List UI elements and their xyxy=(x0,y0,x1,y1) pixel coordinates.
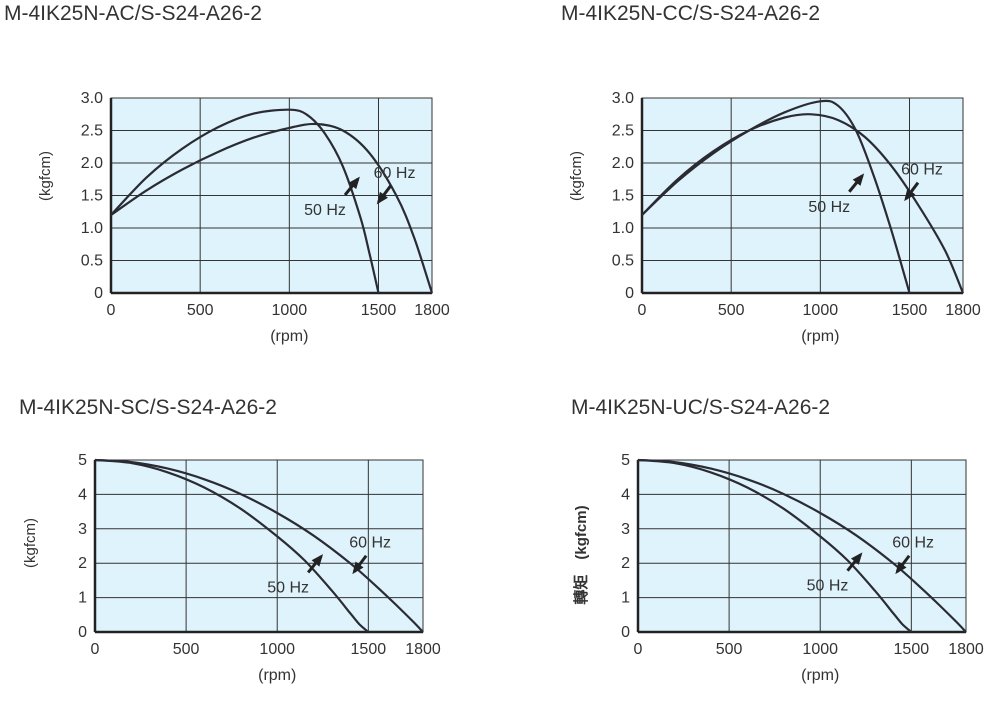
y-tick-label: 1.5 xyxy=(81,188,103,205)
y-tick-label: 4 xyxy=(621,486,630,503)
x-tick-label: 500 xyxy=(173,641,200,658)
y-tick-label: 0.5 xyxy=(81,253,103,270)
y-axis-label: (kgfcm) xyxy=(37,151,54,201)
series-line-60-hz xyxy=(637,458,967,633)
annotation-arrow-head xyxy=(352,561,364,575)
annotation-label: 60 Hz xyxy=(892,535,934,552)
y-tick-label: 0 xyxy=(78,624,87,641)
y-tick-label: 1 xyxy=(78,590,87,607)
y-tick-label: 4 xyxy=(78,486,87,503)
annotation-arrow-head xyxy=(311,554,324,567)
y-tick-label: 3.0 xyxy=(612,90,634,107)
y-tick-label: 5 xyxy=(621,452,630,469)
y-axis-label: (kgfcm) xyxy=(568,151,585,201)
annotation-label: 50 Hz xyxy=(807,578,849,595)
x-tick-label: 1800 xyxy=(948,641,984,658)
x-tick-label: 0 xyxy=(91,641,100,658)
series-line-60-hz xyxy=(641,113,965,294)
x-tick-label: 1800 xyxy=(405,641,441,658)
x-tick-label: 1500 xyxy=(351,641,387,658)
y-tick-label: 3 xyxy=(78,521,87,538)
y-tick-label: 5 xyxy=(78,452,87,469)
annotation-label: 50 Hz xyxy=(304,202,346,219)
x-tick-label: 1500 xyxy=(894,641,930,658)
torque-chart-sc: 0 500 1000 1500 1800 0 1 2 3 4 5 (rpm) (kgfcm) 60 Hz 5… xyxy=(22,452,441,684)
x-tick-label: 1000 xyxy=(272,302,308,319)
y-tick-label: 2.0 xyxy=(81,155,103,172)
x-tick-label: 0 xyxy=(638,302,647,319)
annotation-label: 60 Hz xyxy=(901,162,943,179)
x-tick-label: 1800 xyxy=(945,302,981,319)
x-tick-label: 0 xyxy=(107,302,116,319)
y-tick-label: 0 xyxy=(621,624,630,641)
y-axis-label: 轉矩 (kgfcm) xyxy=(572,505,590,604)
y-tick-label: 1.0 xyxy=(81,220,103,237)
y-axis-label: (kgfcm) xyxy=(22,518,39,568)
x-axis-label: (rpm) xyxy=(270,328,308,345)
x-tick-label: 500 xyxy=(187,302,214,319)
y-tick-label: 1.5 xyxy=(612,188,634,205)
series-line-50-hz xyxy=(94,458,370,633)
x-tick-label: 1500 xyxy=(361,302,397,319)
y-tick-label: 2.0 xyxy=(612,155,634,172)
y-tick-label: 2.5 xyxy=(612,123,634,140)
annotation-label: 50 Hz xyxy=(808,199,850,216)
annotation-label: 60 Hz xyxy=(374,165,416,182)
x-tick-label: 500 xyxy=(718,302,745,319)
x-tick-label: 1000 xyxy=(802,641,838,658)
y-tick-label: 2 xyxy=(78,555,87,572)
annotation-label: 50 Hz xyxy=(267,579,309,596)
annotation-arrow-head xyxy=(904,188,916,202)
y-tick-label: 0 xyxy=(94,285,103,302)
annotation-arrow-head xyxy=(850,552,863,565)
torque-chart-ac: 0 500 1000 1500 1800 0 0.5 1.0 1.5 2.0 2.5 3.0 (rpm)… xyxy=(37,90,450,345)
torque-chart-cc: 0 500 1000 1500 1800 0 0.5 1.0 1.5 2.0 2.5 3.0 (rpm)… xyxy=(568,90,981,345)
x-axis-label: (rpm) xyxy=(801,328,839,345)
chart-title: M-4IK25N-CC/S-S24-A26-2 xyxy=(561,2,821,25)
y-tick-label: 2 xyxy=(621,555,630,572)
x-tick-label: 1500 xyxy=(892,302,928,319)
annotation-arrow-head xyxy=(895,561,907,575)
x-axis-label: (rpm) xyxy=(258,667,296,684)
annotation-arrow-head xyxy=(348,176,360,190)
y-tick-label: 3.0 xyxy=(81,90,103,107)
x-axis-label: (rpm) xyxy=(801,667,839,684)
y-tick-label: 1.0 xyxy=(612,220,634,237)
x-tick-label: 500 xyxy=(716,641,743,658)
series-line-50-hz xyxy=(637,458,913,633)
chart-title: M-4IK25N-AC/S-S24-A26-2 xyxy=(4,2,262,25)
x-tick-label: 1000 xyxy=(259,641,295,658)
annotation-label: 60 Hz xyxy=(349,535,391,552)
x-tick-label: 1000 xyxy=(803,302,839,319)
series-line-50-hz xyxy=(110,108,380,294)
annotation-arrow-head xyxy=(376,191,388,205)
y-tick-label: 3 xyxy=(621,521,630,538)
series-line-60-hz xyxy=(94,458,424,633)
y-tick-label: 2.5 xyxy=(81,123,103,140)
y-tick-label: 0.5 xyxy=(612,253,634,270)
series-line-60-hz xyxy=(110,122,434,294)
y-tick-label: 1 xyxy=(621,590,630,607)
x-tick-label: 0 xyxy=(634,641,643,658)
x-tick-label: 1800 xyxy=(414,302,450,319)
annotation-arrow-head xyxy=(852,173,865,186)
chart-title: M-4IK25N-SC/S-S24-A26-2 xyxy=(19,396,277,419)
series-line-50-hz xyxy=(641,99,911,294)
y-tick-label: 0 xyxy=(625,285,634,302)
chart-title: M-4IK25N-UC/S-S24-A26-2 xyxy=(571,396,831,419)
